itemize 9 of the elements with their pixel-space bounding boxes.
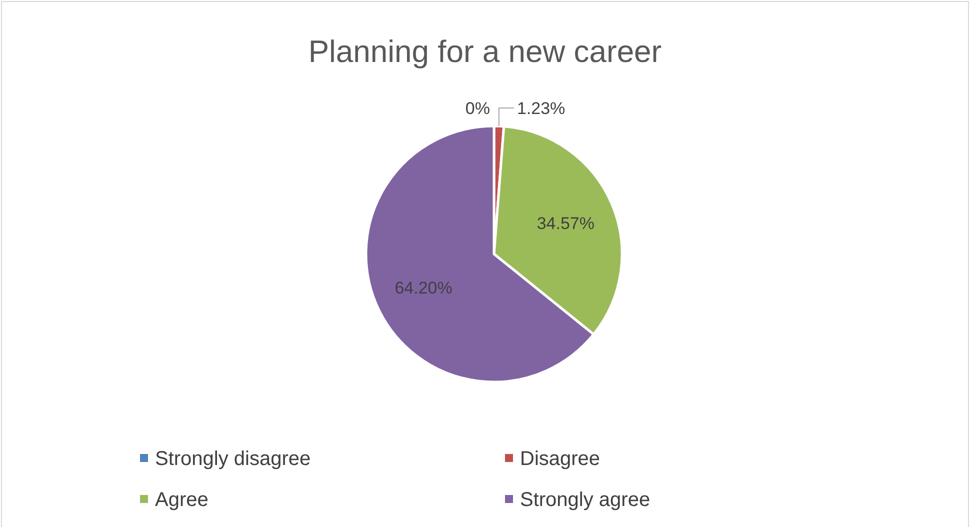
legend-label: Agree [155,489,208,511]
legend-label: Disagree [520,448,600,470]
text: 0% [465,99,490,118]
legend-label: Strongly agree [520,489,650,511]
chart-title: Planning for a new career [308,34,662,69]
legend-label: Strongly disagree [155,448,311,470]
data-label: 34.57% [536,214,595,234]
data-label: 1.23% [516,99,566,118]
data-label: 64.20% [394,278,452,298]
